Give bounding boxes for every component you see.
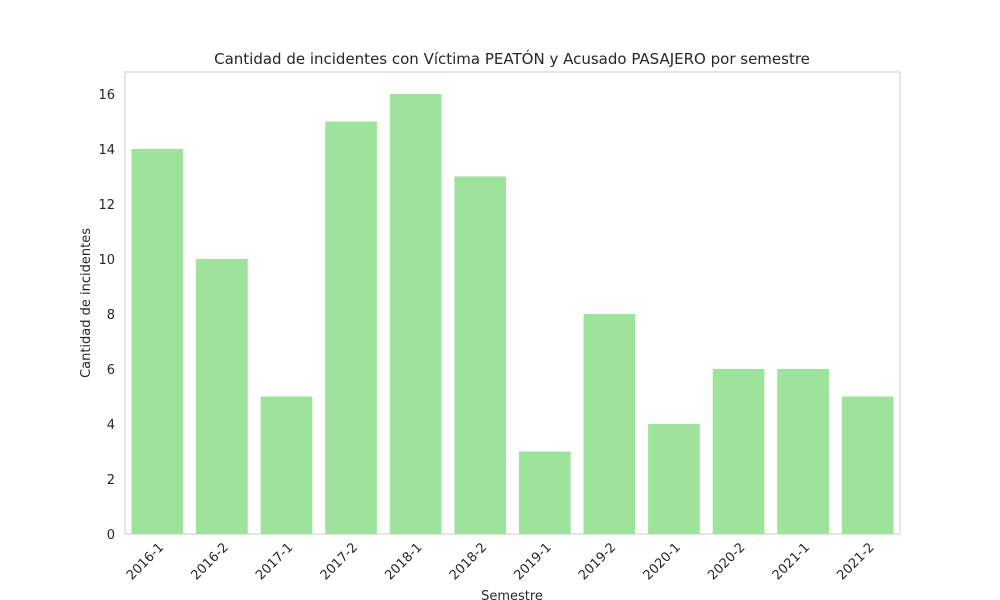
x-tick-label: 2019-1 — [511, 540, 554, 583]
x-tick-label: 2017-2 — [318, 540, 361, 583]
y-tick-label: 2 — [107, 473, 115, 488]
x-tick-label: 2017-1 — [253, 540, 296, 583]
bar-2018-1 — [389, 94, 442, 534]
bar-2018-2 — [454, 176, 507, 534]
y-tick-label: 14 — [98, 143, 115, 158]
bars-group — [131, 94, 894, 534]
chart-title: Cantidad de incidentes con Víctima PEATÓ… — [214, 49, 810, 68]
y-axis-label: Cantidad de incidentes — [79, 228, 94, 378]
y-tick-label: 4 — [107, 418, 115, 433]
y-tick-label: 12 — [98, 198, 115, 213]
x-tick-label: 2019-2 — [576, 540, 619, 583]
x-axis-ticks: 2016-1 2016-2 2017-1 2017-2 2018-1 2018-2 2019… — [124, 540, 878, 583]
x-tick-label: 2020-1 — [641, 540, 684, 583]
x-tick-label: 2016-1 — [124, 540, 167, 583]
y-tick-label: 6 — [107, 363, 115, 378]
bar-2021-2 — [841, 396, 894, 534]
bar-2016-1 — [131, 149, 184, 534]
bar-2017-1 — [260, 396, 313, 534]
y-tick-label: 10 — [98, 253, 115, 268]
y-tick-label: 0 — [107, 528, 115, 543]
plot-area — [124, 71, 901, 535]
y-tick-label: 16 — [98, 88, 115, 103]
y-tick-label: 8 — [107, 308, 115, 323]
bar-2019-2 — [583, 314, 636, 534]
bar-2017-2 — [325, 121, 377, 534]
bar-2020-2 — [712, 369, 765, 534]
bar-2021-1 — [777, 369, 829, 534]
x-tick-label: 2016-2 — [189, 540, 232, 583]
x-tick-label: 2018-2 — [447, 540, 490, 583]
x-tick-label: 2020-2 — [705, 540, 748, 583]
x-axis-label: Semestre — [481, 589, 543, 600]
x-tick-label: 2018-1 — [382, 540, 425, 583]
x-tick-label: 2021-2 — [834, 540, 877, 583]
bar-2020-1 — [648, 424, 700, 534]
y-axis-ticks: 0 2 4 6 8 10 12 14 16 — [98, 88, 115, 543]
bar-2016-2 — [196, 259, 248, 534]
x-tick-label: 2021-1 — [770, 540, 813, 583]
bar-2019-1 — [518, 451, 571, 534]
